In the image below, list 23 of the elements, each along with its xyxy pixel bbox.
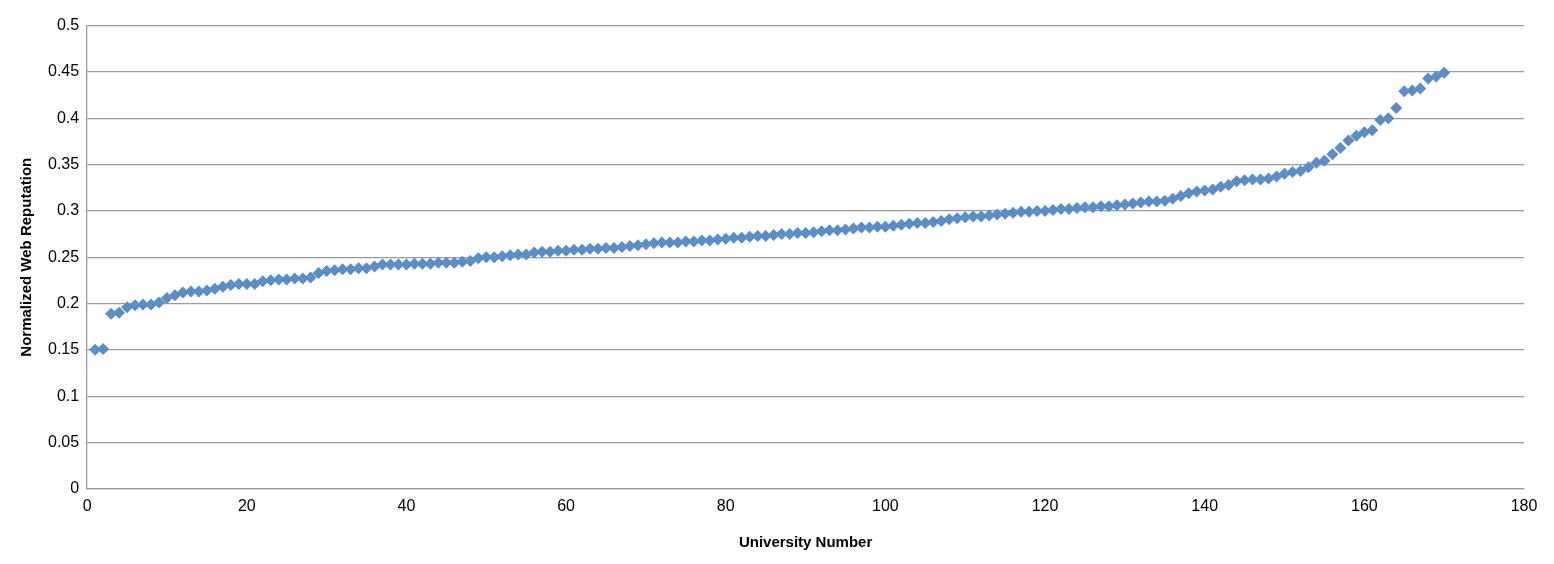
y-tick-label: 0.3 [56, 201, 80, 219]
y-tick-label: 0 [70, 479, 80, 497]
x-tick-label: 40 [397, 496, 416, 514]
y-tick-label: 0.5 [56, 16, 80, 34]
y-tick-label: 0.35 [48, 154, 80, 172]
x-tick-label: 0 [82, 496, 92, 514]
y-tick-label: 0.1 [56, 386, 80, 404]
y-axis-title: Normalized Web Reputation [17, 157, 35, 357]
x-tick-label: 120 [1031, 496, 1059, 514]
x-axis-title: University Number [738, 533, 873, 551]
y-tick-label: 0.25 [48, 247, 80, 265]
y-tick-label: 0.4 [56, 108, 80, 126]
x-tick-label: 60 [557, 496, 576, 514]
x-tick-label: 160 [1351, 496, 1378, 514]
x-tick-label: 100 [872, 496, 899, 514]
y-tick-label: 0.45 [48, 62, 80, 80]
x-tick-label: 20 [237, 496, 256, 514]
x-tick-label: 180 [1510, 496, 1538, 514]
y-tick-label: 0.2 [56, 293, 80, 311]
y-tick-label: 0.15 [48, 340, 80, 358]
y-tick-label: 0.05 [48, 432, 80, 450]
x-tick-label: 140 [1191, 496, 1219, 514]
x-tick-label: 80 [716, 496, 735, 514]
